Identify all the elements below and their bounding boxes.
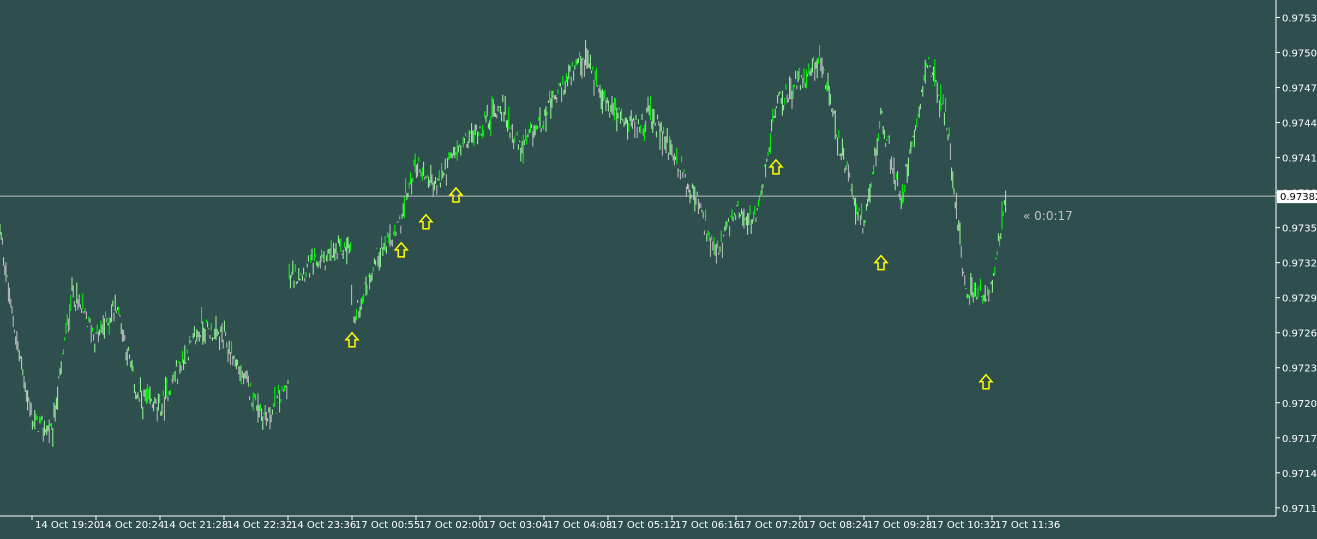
current-price-text: 0.97382 xyxy=(1280,192,1317,203)
current-price-label-bg xyxy=(1277,190,1317,204)
price-tick-label: 0.97295 xyxy=(1282,294,1317,305)
price-tick-label: 0.97115 xyxy=(1282,504,1317,515)
time-tick-label: 17 Oct 03:04 xyxy=(483,520,548,531)
time-tick-label: 17 Oct 10:32 xyxy=(931,520,996,531)
time-tick-label: 17 Oct 06:16 xyxy=(675,520,740,531)
time-tick-label: 17 Oct 08:24 xyxy=(803,520,868,531)
price-tick-label: 0.97265 xyxy=(1282,329,1317,340)
price-tick-label: 0.97415 xyxy=(1282,154,1317,165)
price-tick-label: 0.97205 xyxy=(1282,399,1317,410)
price-axis[interactable]: 0.97535 0.97505 0.97475 0.97445 0.97415 0.973… xyxy=(1276,14,1317,515)
buy-arrow-icon xyxy=(873,254,889,271)
price-tick-label: 0.97175 xyxy=(1282,434,1317,445)
signal-arrows xyxy=(344,158,994,390)
countdown-timer: « 0:0:17 xyxy=(1023,209,1073,223)
time-tick-label: 17 Oct 00:55 xyxy=(355,520,420,531)
buy-arrow-icon xyxy=(768,158,784,175)
price-tick-label: 0.97445 xyxy=(1282,119,1317,130)
time-tick-label: 14 Oct 23:36 xyxy=(291,520,356,531)
time-tick-label: 17 Oct 09:28 xyxy=(867,520,932,531)
time-tick-label: 14 Oct 21:28 xyxy=(163,520,228,531)
buy-arrow-icon xyxy=(344,331,360,348)
price-tick-label: 0.97505 xyxy=(1282,49,1317,60)
time-tick-label: 14 Oct 20:24 xyxy=(99,520,164,531)
time-tick-label: 17 Oct 11:36 xyxy=(995,520,1060,531)
price-tick-label: 0.97325 xyxy=(1282,259,1317,270)
time-tick-label: 17 Oct 04:08 xyxy=(547,520,612,531)
price-bars xyxy=(0,40,1007,447)
price-tick-label: 0.97355 xyxy=(1282,224,1317,235)
buy-arrow-icon xyxy=(393,241,409,258)
time-tick-label: 17 Oct 02:00 xyxy=(419,520,484,531)
price-tick-label: 0.97235 xyxy=(1282,364,1317,375)
time-tick-label: 17 Oct 05:12 xyxy=(611,520,676,531)
price-tick-label: 0.97535 xyxy=(1282,14,1317,25)
price-tick-label: 0.97145 xyxy=(1282,469,1317,480)
time-tick-label: 14 Oct 22:32 xyxy=(227,520,292,531)
time-tick-label: 14 Oct 19:20 xyxy=(35,520,100,531)
buy-arrow-icon xyxy=(418,213,434,230)
buy-arrow-icon xyxy=(978,373,994,390)
current-price-label: 0.97382 xyxy=(1277,190,1317,204)
price-tick-label: 0.97475 xyxy=(1282,84,1317,95)
buy-arrow-icon xyxy=(448,186,464,203)
time-tick-label: 17 Oct 07:20 xyxy=(739,520,804,531)
